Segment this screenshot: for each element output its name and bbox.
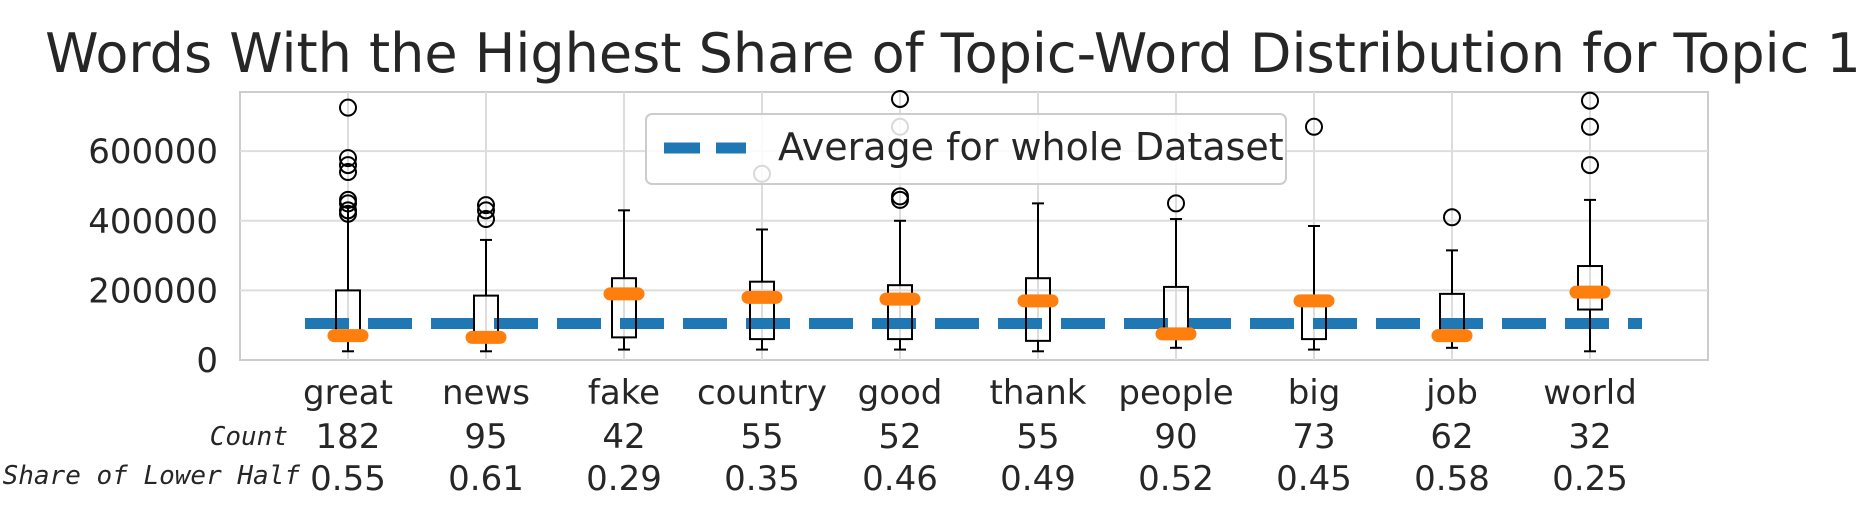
outlier-point bbox=[339, 163, 357, 182]
box-news bbox=[465, 196, 507, 353]
x-tick-label: great bbox=[303, 373, 393, 413]
count-value: 73 bbox=[1292, 417, 1335, 457]
y-tick-label: 600000 bbox=[88, 132, 218, 172]
legend-frame bbox=[645, 113, 1287, 185]
box-world bbox=[1569, 91, 1611, 353]
box-great bbox=[327, 98, 369, 353]
outlier-point bbox=[1581, 91, 1599, 110]
outlier-point bbox=[891, 187, 909, 206]
chart-title: Words With the Highest Share of Topic-Wo… bbox=[45, 22, 1861, 85]
count-value: 95 bbox=[464, 417, 507, 457]
plot-area: 0 200000 400000 600000 Average for whole Dat… bbox=[3, 89, 1709, 499]
box-iqr bbox=[887, 284, 913, 341]
outlier-point bbox=[339, 156, 357, 175]
box-iqr bbox=[1025, 277, 1051, 342]
x-tick-label: big bbox=[1288, 373, 1341, 413]
box-good bbox=[879, 89, 921, 351]
x-tick-label: thank bbox=[990, 373, 1087, 413]
box-iqr bbox=[749, 280, 775, 341]
outlier-point bbox=[1581, 156, 1599, 175]
y-tick-label: 400000 bbox=[88, 202, 218, 242]
box-people bbox=[1155, 194, 1197, 349]
legend: Average for whole Dataset bbox=[645, 113, 1287, 185]
outlier-point bbox=[1581, 117, 1599, 136]
share-value: 0.35 bbox=[724, 459, 800, 499]
box-big bbox=[1293, 117, 1335, 351]
count-value: 90 bbox=[1154, 417, 1197, 457]
x-tick-label: job bbox=[1425, 373, 1478, 413]
box-thank bbox=[1017, 202, 1059, 353]
share-value: 0.55 bbox=[310, 459, 386, 499]
count-value: 62 bbox=[1430, 417, 1473, 457]
share-value: 0.45 bbox=[1276, 459, 1352, 499]
x-tick-label: news bbox=[442, 373, 530, 413]
x-tick-label: fake bbox=[588, 373, 660, 413]
share-value: 0.61 bbox=[448, 459, 524, 499]
outlier-point bbox=[1305, 117, 1323, 136]
x-tick-label: good bbox=[858, 373, 943, 413]
box-job bbox=[1431, 208, 1473, 349]
row-label-count: Count bbox=[210, 422, 288, 452]
share-value: 0.29 bbox=[586, 459, 662, 499]
share-value: 0.25 bbox=[1552, 459, 1628, 499]
outlier-point bbox=[339, 149, 357, 168]
count-value: 52 bbox=[878, 417, 921, 457]
outlier-point bbox=[339, 201, 357, 220]
outlier-point bbox=[477, 210, 495, 229]
outlier-point bbox=[891, 89, 909, 108]
outlier-point bbox=[477, 201, 495, 220]
count-value: 182 bbox=[316, 417, 381, 457]
count-value: 55 bbox=[740, 417, 783, 457]
outlier-point bbox=[339, 190, 357, 209]
box-iqr bbox=[611, 277, 637, 339]
y-tick-label: 0 bbox=[196, 341, 218, 381]
share-value: 0.58 bbox=[1414, 459, 1490, 499]
legend-label: Average for whole Dataset bbox=[778, 125, 1284, 169]
outlier-point bbox=[477, 196, 495, 215]
count-value: 42 bbox=[602, 417, 645, 457]
box-fake bbox=[603, 209, 645, 351]
outlier-point bbox=[1167, 194, 1185, 213]
y-tick-label: 200000 bbox=[88, 271, 218, 311]
share-value: 0.49 bbox=[1000, 459, 1076, 499]
x-tick-label: people bbox=[1118, 373, 1233, 413]
share-value: 0.52 bbox=[1138, 459, 1214, 499]
count-value: 32 bbox=[1568, 417, 1611, 457]
x-tick-label: country bbox=[697, 373, 827, 413]
outlier-point bbox=[339, 98, 357, 117]
row-label-share: Share of Lower Half bbox=[3, 461, 301, 491]
x-tick-label: world bbox=[1543, 373, 1637, 413]
share-value: 0.46 bbox=[862, 459, 938, 499]
outlier-point bbox=[1443, 208, 1461, 227]
count-value: 55 bbox=[1016, 417, 1059, 457]
